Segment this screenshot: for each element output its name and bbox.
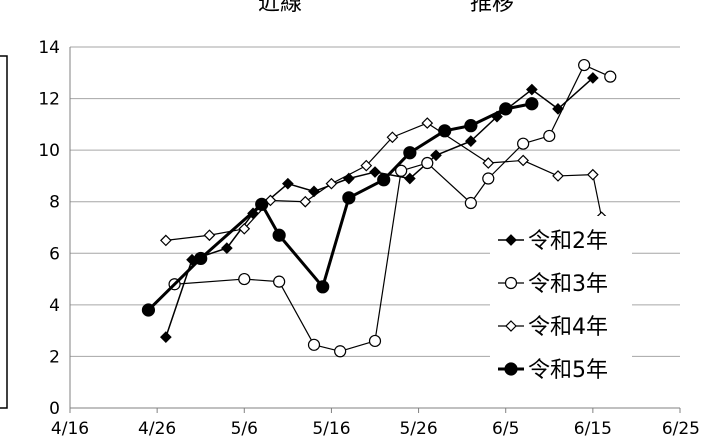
data-point [325,177,338,190]
axes [69,47,681,413]
x-tick-label: 6/15 [574,419,612,439]
data-point [421,156,434,170]
legend-item: 令和2年 [498,229,608,254]
x-tick-label: 5/6 [231,419,258,439]
series-line [165,122,603,241]
data-point [543,129,556,143]
y-tick-label: 10 [38,141,60,161]
data-point [272,228,286,242]
data-point [604,70,617,83]
data-point [273,275,286,288]
data-point [465,135,477,147]
data-point [368,334,382,348]
data-point [386,131,399,144]
data-point [464,119,478,133]
y-tick-label: 12 [38,90,60,110]
legend-item: 令和5年 [498,358,608,383]
y-tick-label: 0 [49,399,60,419]
legend-label: 令和4年 [528,315,608,340]
data-point [395,164,408,177]
data-point [526,83,538,96]
data-point [404,172,416,185]
gridlines [70,46,680,357]
chart-title-fragments: 近線 推移 [258,0,514,16]
data-point [308,185,320,198]
data-point [203,229,216,242]
title-fragment: 推移 [470,0,514,16]
data-point [160,234,172,247]
data-point [369,166,381,178]
x-tick-label: 6/5 [492,419,519,439]
legend-label: 令和5年 [528,358,608,383]
x-tick-label: 4/16 [51,419,89,439]
data-point [499,102,513,116]
data-point [421,117,434,129]
x-tick-label: 5/16 [312,419,350,439]
data-point [299,195,312,208]
data-point [282,177,294,190]
data-point [307,338,321,351]
y-tick-label: 2 [49,347,60,367]
data-point [482,157,495,169]
data-point [255,197,269,211]
y-tick-label: 14 [38,38,60,58]
data-point [505,320,517,332]
data-point [578,58,591,72]
data-point [587,168,599,181]
x-tick-label: 5/26 [399,419,437,439]
data-point [160,331,172,343]
data-point [482,172,495,185]
data-point [238,222,251,235]
title-fragment: 近線 [258,0,302,16]
series-group [141,58,617,358]
series [160,72,599,343]
data-point [403,146,417,160]
data-point [525,97,539,111]
data-point [587,72,599,84]
y-tick-label: 8 [49,193,60,213]
y-tick-label: 6 [49,244,60,264]
series [141,97,539,317]
data-point [504,276,518,290]
x-tick-labels: 4/16 4/26 5/6 5/16 5/26 6/5 6/15 6/25 [51,419,700,439]
legend-item: 令和3年 [498,272,608,297]
data-point [430,149,442,162]
legend-item: 令和4年 [498,315,608,340]
data-point [517,154,529,167]
data-point [438,124,452,138]
legend-label: 令和3年 [528,272,608,297]
left-edge-bracket [0,55,8,409]
y-tick-labels: 0 2 4 6 8 10 12 14 [38,38,60,419]
legend-label: 令和2年 [528,229,608,254]
data-point [342,191,356,205]
data-point [505,234,517,246]
x-tick-label: 4/26 [138,419,176,439]
data-point [238,272,251,286]
data-point [316,280,330,294]
left-bracket-line [0,55,8,409]
data-point [221,242,233,254]
data-point [194,251,208,266]
y-tick-label: 4 [49,296,60,316]
data-point [141,303,156,317]
data-point [517,137,530,150]
data-point [334,345,347,358]
x-tick-label: 6/25 [662,419,700,439]
legend-background [490,216,632,388]
data-point [504,362,518,376]
data-point [552,103,564,115]
data-point [360,159,373,172]
data-point [552,170,564,182]
data-point [377,173,391,187]
data-point [464,196,477,210]
